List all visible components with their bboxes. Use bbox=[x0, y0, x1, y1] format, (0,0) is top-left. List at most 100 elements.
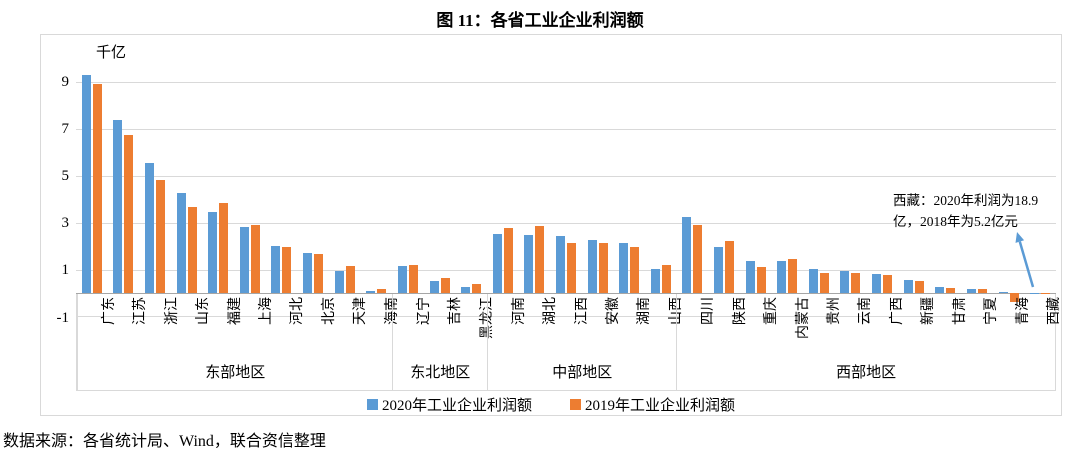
bar-2020 bbox=[903, 280, 913, 293]
bar-pair-宁夏 bbox=[961, 53, 993, 293]
x-label-cell: 湖南 bbox=[614, 294, 652, 359]
bar-2019 bbox=[250, 224, 260, 293]
bar-2020 bbox=[808, 269, 818, 293]
y-axis-unit-label: 千亿 bbox=[96, 45, 127, 61]
bar-2019 bbox=[535, 225, 545, 293]
x-label-cell: 安徽 bbox=[582, 294, 621, 359]
bar-pair-辽宁 bbox=[392, 53, 424, 293]
x-label-cell: 北京 bbox=[298, 294, 337, 359]
bar-2019 bbox=[219, 203, 229, 293]
bar-2020 bbox=[429, 281, 439, 293]
bar-pair-江西 bbox=[550, 53, 582, 293]
x-label-cell: 青海 bbox=[992, 294, 1031, 359]
bar-2019 bbox=[187, 206, 197, 293]
bar-pair-湖北 bbox=[519, 53, 551, 293]
chart-title: 图 11：各省工业企业利润额 bbox=[436, 11, 644, 30]
bar-2020 bbox=[745, 261, 755, 293]
bar-2020 bbox=[303, 252, 313, 293]
bar-2019 bbox=[408, 264, 418, 293]
x-label-cell: 新疆 bbox=[898, 294, 936, 359]
legend-item: 2019年工业企业利润额 bbox=[570, 394, 735, 415]
bar-2019 bbox=[314, 254, 324, 293]
bar-2020 bbox=[239, 226, 249, 293]
bar-pair-四川 bbox=[677, 53, 709, 293]
gridline bbox=[76, 81, 1056, 83]
x-label-cell: 西藏 bbox=[1024, 294, 1062, 359]
bar-pair-江苏 bbox=[108, 53, 140, 293]
region-bar-group bbox=[76, 53, 392, 293]
bar-2020 bbox=[714, 246, 724, 293]
x-label-cell: 辽宁 bbox=[393, 294, 432, 359]
bar-2020 bbox=[966, 288, 976, 293]
bar-2020 bbox=[208, 211, 218, 293]
bar-pair-黑龙江 bbox=[455, 53, 487, 293]
legend-swatch-icon bbox=[570, 399, 581, 410]
source-note: 数据来源：各省统计局、Wind，联合资信整理 bbox=[3, 433, 326, 450]
annotation-arrow-icon bbox=[1015, 232, 1035, 288]
bar-2019 bbox=[725, 241, 735, 293]
bar-2020 bbox=[998, 291, 1008, 293]
bar-pair-吉林 bbox=[424, 53, 456, 293]
region-bar-group bbox=[487, 53, 677, 293]
legend-swatch-icon bbox=[366, 399, 378, 410]
bar-pair-新疆 bbox=[898, 53, 930, 293]
gridline bbox=[76, 128, 1056, 130]
region-label-group: 河南 湖北 江西 安徽 湖南 山西 中部地区 bbox=[487, 294, 684, 390]
x-label-cell: 甘肃 bbox=[929, 294, 968, 359]
y-tick-label: 5 bbox=[61, 168, 70, 184]
y-tick-label: 7 bbox=[61, 120, 70, 137]
x-label-cell: 山东 bbox=[172, 294, 211, 359]
x-label-cell: 河南 bbox=[488, 294, 527, 359]
bar-2019 bbox=[124, 134, 134, 293]
x-label-cell: 贵州 bbox=[803, 294, 842, 359]
bar-2019 bbox=[345, 265, 355, 293]
bar-2019 bbox=[661, 264, 671, 293]
x-label-cell: 浙江 bbox=[141, 294, 180, 359]
bar-2020 bbox=[840, 270, 850, 293]
bar-2019 bbox=[1009, 293, 1019, 303]
bar-2020 bbox=[492, 234, 502, 293]
x-label-cell: 湖北 bbox=[519, 294, 558, 359]
bar-2019 bbox=[756, 267, 766, 293]
bar-2020 bbox=[271, 245, 281, 293]
bar-pair-云南 bbox=[835, 53, 867, 293]
x-label-cell: 重庆 bbox=[740, 294, 779, 359]
region-label: 东部地区 bbox=[205, 365, 266, 382]
x-label-cell: 四川 bbox=[677, 294, 716, 359]
region-label: 西部地区 bbox=[836, 365, 897, 382]
bar-pair-广西 bbox=[866, 53, 898, 293]
bar-pair-湖南 bbox=[613, 53, 645, 293]
bar-2019 bbox=[440, 277, 450, 293]
x-label-cell: 福建 bbox=[204, 294, 243, 359]
y-tick-label: -1 bbox=[56, 309, 70, 326]
bar-pair-贵州 bbox=[803, 53, 835, 293]
gridline bbox=[76, 176, 1056, 177]
region-label-group: 辽宁 吉林 黑龙江 东北地区 bbox=[392, 294, 495, 390]
bar-2020 bbox=[587, 239, 597, 293]
bar-pair-海南 bbox=[360, 53, 392, 293]
x-label-cell: 黑龙江 bbox=[456, 294, 495, 359]
x-label-cell: 宁夏 bbox=[961, 294, 999, 359]
bar-pair-河南 bbox=[487, 53, 519, 293]
region-bar-group bbox=[392, 53, 487, 293]
bar-pair-河北 bbox=[266, 53, 298, 293]
annotation-tibet: 西藏：2020年利润为18.9 亿，2018年为5.2亿元 bbox=[893, 190, 1078, 232]
bar-pair-西藏 bbox=[1024, 53, 1056, 293]
annotation-line-1: 西藏：2020年利润为18.9 bbox=[893, 193, 1039, 208]
bar-2020 bbox=[935, 287, 945, 293]
bar-2020 bbox=[334, 270, 344, 293]
bar-2019 bbox=[788, 258, 798, 293]
bar-2020 bbox=[682, 217, 692, 293]
region-label-group: 广东 江苏 浙江 山东 福建 上海 河北 北京 天津 海南 东部地区 bbox=[77, 294, 400, 390]
y-tick-label: 9 bbox=[61, 73, 70, 90]
legend: 2020年工业企业利润额 2019年工业企业利润额 bbox=[41, 394, 1061, 415]
bar-2019 bbox=[503, 228, 513, 293]
bar-pair-天津 bbox=[329, 53, 361, 293]
bar-2020 bbox=[145, 163, 155, 293]
bar-2020 bbox=[113, 119, 123, 293]
legend-label: 2019年工业企业利润额 bbox=[585, 398, 736, 414]
x-label-cell: 云南 bbox=[835, 294, 873, 359]
x-label-cell: 上海 bbox=[235, 294, 274, 359]
bar-2019 bbox=[566, 243, 576, 293]
